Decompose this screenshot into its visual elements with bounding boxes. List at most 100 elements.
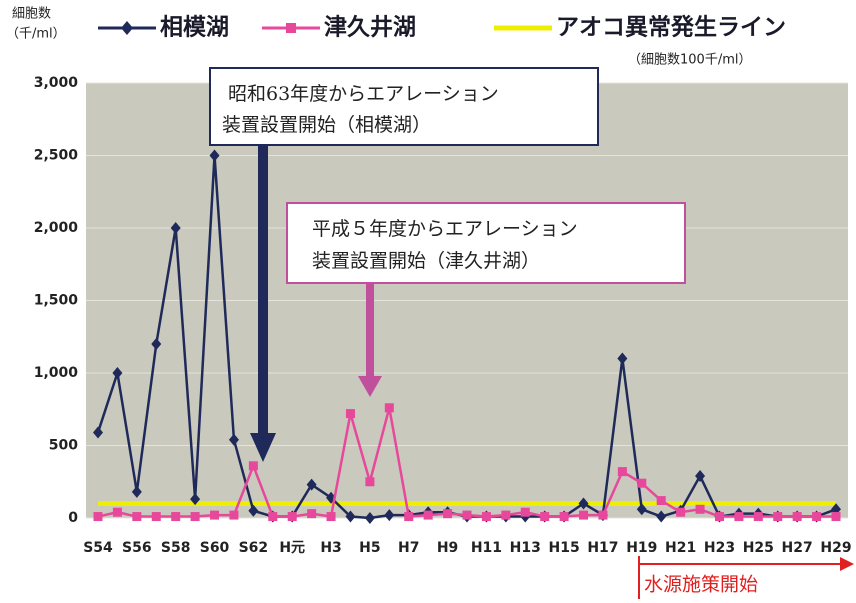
marker — [151, 512, 161, 522]
marker — [93, 426, 103, 439]
marker — [404, 512, 414, 522]
marker — [578, 497, 589, 510]
marker — [598, 510, 608, 520]
y-tick-label: 2,500 — [34, 148, 79, 164]
marker — [112, 507, 122, 517]
x-tick-label: H9 — [437, 540, 458, 556]
x-tick-label: H25 — [743, 540, 774, 556]
y-tick-label: 0 — [68, 510, 78, 526]
marker — [132, 512, 142, 522]
marker — [210, 510, 220, 520]
x-tick-label: S58 — [161, 540, 191, 556]
marker — [617, 467, 627, 477]
marker — [170, 222, 181, 234]
x-tick-label: H3 — [320, 540, 341, 556]
x-tick-label: H11 — [471, 540, 502, 556]
annotation-box — [209, 67, 599, 146]
marker — [190, 512, 200, 522]
marker — [345, 409, 355, 419]
marker — [307, 509, 317, 519]
y-tick-label: 500 — [49, 438, 78, 454]
marker — [520, 507, 530, 517]
marker — [112, 367, 123, 379]
x-tick-label: H5 — [359, 540, 380, 556]
marker — [501, 510, 511, 520]
annotation: 昭和63年度からエアレーション — [228, 83, 499, 105]
x-tick-label: H17 — [587, 540, 618, 556]
marker — [676, 507, 686, 517]
arrow — [366, 283, 374, 378]
annotation: 平成５年度からエアレーション — [312, 218, 578, 240]
marker — [636, 503, 647, 516]
marker — [423, 510, 433, 520]
marker — [559, 512, 569, 522]
legend-label: アオコ異常発生ライン — [556, 15, 786, 41]
x-tick-label: H15 — [549, 540, 580, 556]
marker — [248, 461, 258, 471]
x-tick-label: H27 — [782, 540, 813, 556]
marker — [228, 433, 239, 446]
legend-marker — [121, 21, 133, 35]
marker — [190, 493, 201, 506]
y-tick-label: 1,000 — [34, 365, 79, 381]
marker — [93, 512, 103, 522]
x-tick-label: H元 — [279, 540, 305, 556]
legend-marker — [286, 23, 296, 33]
marker — [462, 510, 472, 520]
marker — [481, 512, 491, 522]
annotation: 装置設置開始（相模湖） — [222, 114, 431, 136]
marker — [306, 478, 317, 491]
marker — [773, 512, 783, 522]
marker — [384, 403, 394, 413]
marker — [268, 512, 278, 522]
marker — [540, 512, 550, 522]
x-tick-label: H29 — [820, 540, 851, 556]
marker — [248, 504, 259, 517]
y-axis-label: （千/ml） — [6, 27, 66, 42]
x-tick-label: H13 — [510, 540, 541, 556]
marker — [734, 512, 744, 522]
x-tick-label: H23 — [704, 540, 735, 556]
x-tick-label: S62 — [239, 540, 269, 556]
legend-label: 津久井湖 — [324, 14, 416, 41]
legend-note: （細胞数100千/ml） — [628, 53, 751, 68]
y-axis-label: 細胞数 — [12, 7, 51, 22]
x-tick-label: S56 — [122, 540, 152, 556]
marker — [617, 352, 628, 365]
marker — [831, 512, 841, 522]
marker — [209, 149, 220, 162]
marker — [812, 512, 822, 522]
marker — [151, 338, 162, 350]
arrow-head — [250, 433, 276, 462]
marker — [229, 510, 239, 520]
marker — [171, 512, 181, 522]
annotation: 装置設置開始（津久井湖） — [312, 250, 540, 272]
marker — [365, 477, 375, 487]
annotation-box — [286, 202, 686, 284]
marker — [345, 510, 356, 523]
marker — [364, 512, 375, 524]
marker — [443, 509, 453, 519]
marker — [792, 512, 802, 522]
x-tick-label: S54 — [83, 540, 113, 556]
marker — [384, 509, 395, 522]
arrow-head — [358, 376, 382, 397]
y-tick-label: 1,500 — [34, 293, 79, 309]
y-tick-label: 3,000 — [34, 75, 79, 91]
x-tick-label: H21 — [665, 540, 696, 556]
marker — [326, 512, 336, 522]
marker — [695, 504, 705, 514]
y-tick-label: 2,000 — [34, 220, 79, 236]
arrow-head — [840, 557, 854, 571]
x-tick-label: H19 — [626, 540, 657, 556]
marker — [579, 510, 589, 520]
marker — [656, 510, 667, 523]
marker — [753, 512, 763, 522]
x-tick-label: H7 — [398, 540, 419, 556]
annotation: 水源施策開始 — [644, 574, 758, 596]
legend-label: 相模湖 — [160, 15, 229, 41]
marker — [714, 512, 724, 522]
arrow — [258, 145, 268, 435]
marker — [695, 469, 706, 482]
